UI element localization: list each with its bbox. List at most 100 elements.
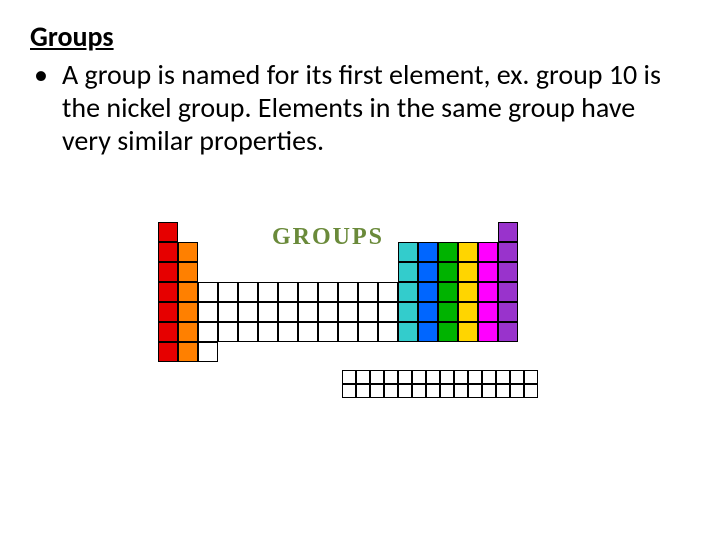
bullet-item: • A group is named for its first element… bbox=[30, 58, 690, 157]
pt-cell bbox=[178, 242, 198, 262]
pt-cell bbox=[178, 342, 198, 362]
pt-cell bbox=[178, 322, 198, 342]
pt-cell bbox=[158, 342, 178, 362]
bullet-marker: • bbox=[30, 58, 62, 91]
pt-fblock-cell bbox=[510, 384, 524, 398]
pt-fblock-cell bbox=[454, 370, 468, 384]
pt-fblock-cell bbox=[356, 384, 370, 398]
pt-cell bbox=[418, 322, 438, 342]
pt-cell bbox=[198, 302, 218, 322]
pt-cell bbox=[178, 302, 198, 322]
pt-fblock-cell bbox=[496, 370, 510, 384]
pt-cell bbox=[258, 282, 278, 302]
pt-cell bbox=[298, 282, 318, 302]
pt-cell bbox=[338, 302, 358, 322]
pt-fblock-cell bbox=[482, 384, 496, 398]
pt-cell bbox=[418, 242, 438, 262]
periodic-table-grid bbox=[158, 222, 562, 442]
pt-cell bbox=[418, 282, 438, 302]
pt-cell bbox=[418, 262, 438, 282]
pt-fblock-cell bbox=[370, 370, 384, 384]
pt-fblock-cell bbox=[384, 370, 398, 384]
pt-cell bbox=[498, 262, 518, 282]
pt-cell bbox=[458, 322, 478, 342]
pt-cell bbox=[378, 302, 398, 322]
pt-fblock-cell bbox=[398, 384, 412, 398]
pt-fblock-cell bbox=[524, 384, 538, 398]
pt-fblock-cell bbox=[384, 384, 398, 398]
pt-cell bbox=[338, 282, 358, 302]
pt-cell bbox=[498, 282, 518, 302]
pt-cell bbox=[178, 262, 198, 282]
pt-cell bbox=[418, 302, 438, 322]
pt-cell bbox=[398, 302, 418, 322]
pt-fblock-cell bbox=[398, 370, 412, 384]
pt-cell bbox=[318, 322, 338, 342]
slide: Groups • A group is named for its first … bbox=[0, 0, 720, 540]
pt-cell bbox=[478, 322, 498, 342]
pt-cell bbox=[358, 302, 378, 322]
pt-fblock-cell bbox=[468, 384, 482, 398]
pt-cell bbox=[458, 262, 478, 282]
pt-cell bbox=[198, 282, 218, 302]
pt-cell bbox=[438, 242, 458, 262]
pt-cell bbox=[398, 322, 418, 342]
pt-cell bbox=[298, 302, 318, 322]
periodic-table-diagram: GROUPS bbox=[158, 222, 562, 442]
pt-cell bbox=[478, 282, 498, 302]
pt-fblock-cell bbox=[426, 370, 440, 384]
pt-cell bbox=[198, 322, 218, 342]
pt-fblock-cell bbox=[510, 370, 524, 384]
pt-cell bbox=[198, 342, 218, 362]
heading: Groups bbox=[30, 20, 690, 54]
pt-cell bbox=[178, 282, 198, 302]
bullet-text: A group is named for its first element, … bbox=[62, 58, 690, 157]
pt-cell bbox=[158, 322, 178, 342]
pt-cell bbox=[378, 322, 398, 342]
pt-fblock-cell bbox=[370, 384, 384, 398]
pt-cell bbox=[478, 302, 498, 322]
pt-cell bbox=[398, 262, 418, 282]
pt-fblock-cell bbox=[524, 370, 538, 384]
pt-cell bbox=[238, 302, 258, 322]
pt-cell bbox=[458, 302, 478, 322]
pt-cell bbox=[218, 302, 238, 322]
pt-fblock-cell bbox=[482, 370, 496, 384]
pt-cell bbox=[238, 322, 258, 342]
pt-cell bbox=[358, 282, 378, 302]
pt-fblock-cell bbox=[412, 384, 426, 398]
pt-fblock-cell bbox=[440, 384, 454, 398]
pt-fblock-cell bbox=[468, 370, 482, 384]
pt-cell bbox=[478, 242, 498, 262]
pt-cell bbox=[218, 282, 238, 302]
pt-cell bbox=[438, 262, 458, 282]
pt-cell bbox=[218, 322, 238, 342]
pt-cell bbox=[338, 322, 358, 342]
pt-cell bbox=[398, 282, 418, 302]
pt-cell bbox=[158, 242, 178, 262]
pt-cell bbox=[458, 282, 478, 302]
pt-fblock-cell bbox=[342, 384, 356, 398]
pt-cell bbox=[458, 242, 478, 262]
pt-cell bbox=[278, 302, 298, 322]
pt-cell bbox=[158, 302, 178, 322]
pt-cell bbox=[258, 302, 278, 322]
pt-fblock-cell bbox=[356, 370, 370, 384]
pt-cell bbox=[438, 322, 458, 342]
pt-cell bbox=[238, 282, 258, 302]
pt-cell bbox=[358, 322, 378, 342]
pt-cell bbox=[318, 282, 338, 302]
pt-cell bbox=[438, 282, 458, 302]
pt-cell bbox=[258, 322, 278, 342]
pt-cell bbox=[498, 242, 518, 262]
groups-label: GROUPS bbox=[272, 224, 384, 251]
pt-cell bbox=[278, 282, 298, 302]
pt-cell bbox=[158, 222, 178, 242]
pt-fblock-cell bbox=[440, 370, 454, 384]
pt-fblock-cell bbox=[454, 384, 468, 398]
pt-fblock-cell bbox=[496, 384, 510, 398]
pt-cell bbox=[158, 262, 178, 282]
pt-fblock-cell bbox=[426, 384, 440, 398]
pt-cell bbox=[298, 322, 318, 342]
pt-cell bbox=[318, 302, 338, 322]
